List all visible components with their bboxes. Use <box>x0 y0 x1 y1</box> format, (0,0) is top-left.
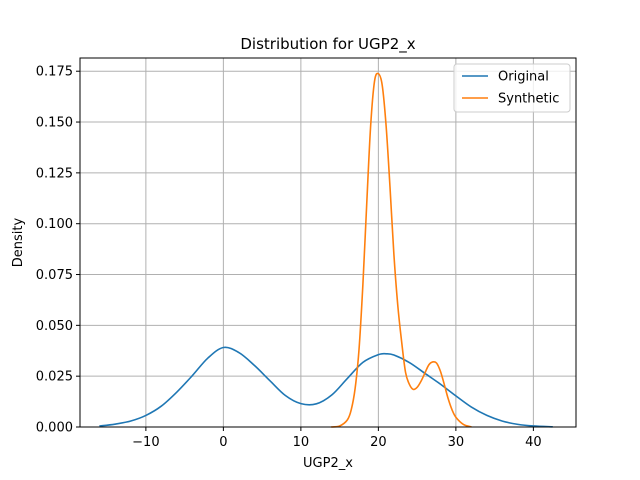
series-line-original <box>99 346 553 428</box>
x-tick-label: 20 <box>370 435 387 450</box>
x-tick-label: 40 <box>525 435 542 450</box>
y-tick-label: 0.000 <box>36 421 73 436</box>
y-tick-label: 0.100 <box>36 217 73 232</box>
series-line-synthetic <box>331 72 472 428</box>
y-tick-label: 0.075 <box>36 268 73 283</box>
legend: Original Synthetic <box>453 63 571 113</box>
y-tick-label: 0.175 <box>36 65 73 80</box>
x-tick-label: 0 <box>219 435 227 450</box>
x-tick-label: 10 <box>293 435 310 450</box>
grid-layer <box>80 58 576 428</box>
legend-label-synthetic: Synthetic <box>498 92 559 107</box>
tick-layer: −10 0 10 20 30 40 0.000 0.025 0.050 0.075 0.100 0.1… <box>36 65 542 450</box>
y-tick-label: 0.125 <box>36 166 73 181</box>
series-layer <box>99 72 553 428</box>
y-tick-label: 0.150 <box>36 116 73 131</box>
legend-label-original: Original <box>498 70 549 85</box>
x-tick-label: 30 <box>448 435 465 450</box>
y-axis-title: Density <box>11 217 26 267</box>
chart-title: Distribution for UGP2_x <box>240 35 415 54</box>
y-tick-label: 0.050 <box>36 319 73 334</box>
y-tick-label: 0.025 <box>36 370 73 385</box>
x-axis-title: UGP2_x <box>303 456 353 471</box>
x-tick-label: −10 <box>132 435 159 450</box>
plot-frame <box>79 57 577 428</box>
